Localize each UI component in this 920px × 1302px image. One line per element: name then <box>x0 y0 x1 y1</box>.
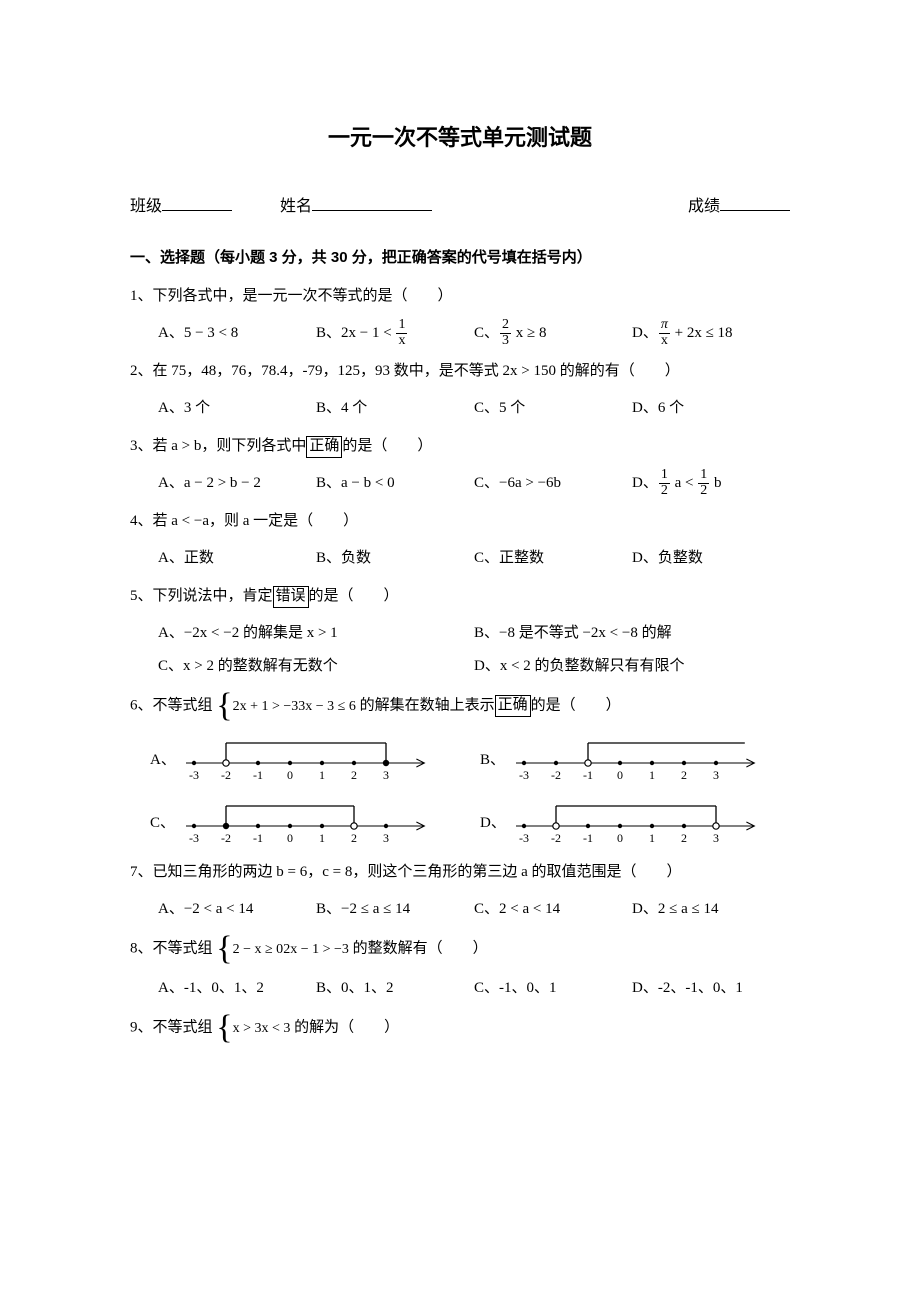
q3-A: A、a − 2 > b − 2 <box>158 467 316 500</box>
svg-text:-1: -1 <box>253 768 263 782</box>
q8-stem: 8、不等式组 {2 − x ≥ 02x − 1 > −3 的整数解有（ ） <box>130 932 790 966</box>
q1-C: C、23 x ≥ 8 <box>474 317 632 350</box>
q7-B: B、−2 ≤ a ≤ 14 <box>316 893 474 926</box>
q3-boxed: 正确 <box>306 436 342 458</box>
q1-options: A、5 − 3 < 8 B、2x − 1 < 1x C、23 x ≥ 8 D、π… <box>130 317 790 350</box>
q1-A: A、5 − 3 < 8 <box>158 317 316 350</box>
svg-text:0: 0 <box>617 831 623 845</box>
svg-text:-1: -1 <box>583 768 593 782</box>
q2-options: A、3 个 B、4 个 C、5 个 D、6 个 <box>130 392 790 425</box>
q6-label-A: A、 <box>150 748 176 769</box>
q6-row-CD: C、 -3 -2 -1 0 1 2 3 D、 -3 -2 -1 0 1 2 3 <box>150 794 790 849</box>
q1-D: D、πx + 2x ≤ 18 <box>632 317 790 350</box>
q2-C: C、5 个 <box>474 392 632 425</box>
q3-C: C、−6a > −6b <box>474 467 632 500</box>
q1-B: B、2x − 1 < 1x <box>316 317 474 350</box>
name-label: 姓名 <box>280 198 312 215</box>
q5-stem: 5、下列说法中，肯定错误的是（ ） <box>130 581 790 611</box>
score-blank <box>720 210 790 211</box>
svg-text:-1: -1 <box>253 831 263 845</box>
svg-text:-3: -3 <box>189 831 199 845</box>
q2-B: B、4 个 <box>316 392 474 425</box>
svg-text:3: 3 <box>383 831 389 845</box>
q6-label-C: C、 <box>150 811 176 832</box>
q8-D: D、-2、-1、0、1 <box>632 972 790 1005</box>
q2-A: A、3 个 <box>158 392 316 425</box>
svg-text:0: 0 <box>287 768 293 782</box>
svg-text:2: 2 <box>681 768 687 782</box>
q2-D: D、6 个 <box>632 392 790 425</box>
svg-text:3: 3 <box>383 768 389 782</box>
svg-text:1: 1 <box>649 831 655 845</box>
svg-text:-3: -3 <box>189 768 199 782</box>
q6-boxed: 正确 <box>495 695 531 717</box>
score-label: 成绩 <box>688 198 720 215</box>
q6-row-AB: A、 -3 -2 -1 0 1 2 3 B、 -3 -2 -1 0 1 2 3 <box>150 731 790 786</box>
q8-C: C、-1、0、1 <box>474 972 632 1005</box>
q4-A: A、正数 <box>158 542 316 575</box>
svg-text:-1: -1 <box>583 831 593 845</box>
q4-C: C、正整数 <box>474 542 632 575</box>
q8-options: A、-1、0、1、2 B、0、1、2 C、-1、0、1 D、-2、-1、0、1 <box>130 972 790 1005</box>
svg-text:3: 3 <box>713 768 719 782</box>
q3-B: B、a − b < 0 <box>316 467 474 500</box>
q7-options: A、−2 < a < 14 B、−2 ≤ a ≤ 14 C、2 < a < 14… <box>130 893 790 926</box>
name-blank <box>312 210 432 211</box>
svg-text:-3: -3 <box>519 768 529 782</box>
q2-stem: 2、在 75，48，76，78.4，-79，125，93 数中，是不等式 2x … <box>130 356 790 386</box>
q4-options: A、正数 B、负数 C、正整数 D、负整数 <box>130 542 790 575</box>
q9-stem: 9、不等式组 {x > 3x < 3 的解为（ ） <box>130 1011 790 1045</box>
section-1-heading: 一、选择题（每小题 3 分，共 30 分，把正确答案的代号填在括号内） <box>130 246 790 267</box>
svg-text:1: 1 <box>649 768 655 782</box>
svg-text:-2: -2 <box>221 831 231 845</box>
numberline-A: -3 -2 -1 0 1 2 3 <box>176 731 436 786</box>
numberline-B: -3 -2 -1 0 1 2 3 <box>506 731 766 786</box>
q5-options: A、−2x < −2 的解集是 x > 1 B、−8 是不等式 −2x < −8… <box>130 617 790 683</box>
q7-D: D、2 ≤ a ≤ 14 <box>632 893 790 926</box>
svg-text:-2: -2 <box>551 831 561 845</box>
svg-text:0: 0 <box>617 768 623 782</box>
svg-text:0: 0 <box>287 831 293 845</box>
q3-D: D、12 a < 12 b <box>632 467 790 500</box>
page-title: 一元一次不等式单元测试题 <box>130 120 790 152</box>
q6-label-B: B、 <box>480 748 506 769</box>
svg-text:1: 1 <box>319 768 325 782</box>
q3-options: A、a − 2 > b − 2 B、a − b < 0 C、−6a > −6b … <box>130 467 790 500</box>
svg-text:2: 2 <box>351 768 357 782</box>
q7-C: C、2 < a < 14 <box>474 893 632 926</box>
svg-text:2: 2 <box>351 831 357 845</box>
q5-boxed: 错误 <box>273 586 309 608</box>
q5-B: B、−8 是不等式 −2x < −8 的解 <box>474 617 790 650</box>
q5-A: A、−2x < −2 的解集是 x > 1 <box>158 617 474 650</box>
q4-stem: 4、若 a < −a，则 a 一定是（ ） <box>130 506 790 536</box>
svg-text:2: 2 <box>681 831 687 845</box>
q3-stem: 3、若 a > b，则下列各式中正确的是（ ） <box>130 431 790 461</box>
class-blank <box>162 210 232 211</box>
q4-D: D、负整数 <box>632 542 790 575</box>
svg-text:-3: -3 <box>519 831 529 845</box>
svg-text:1: 1 <box>319 831 325 845</box>
q8-A: A、-1、0、1、2 <box>158 972 316 1005</box>
q7-A: A、−2 < a < 14 <box>158 893 316 926</box>
q7-stem: 7、已知三角形的两边 b = 6，c = 8，则这个三角形的第三边 a 的取值范… <box>130 857 790 887</box>
q5-D: D、x < 2 的负整数解只有有限个 <box>474 650 790 683</box>
q1-stem: 1、下列各式中，是一元一次不等式的是（ ） <box>130 281 790 311</box>
svg-text:-2: -2 <box>221 768 231 782</box>
svg-text:3: 3 <box>713 831 719 845</box>
q8-B: B、0、1、2 <box>316 972 474 1005</box>
q4-B: B、负数 <box>316 542 474 575</box>
q5-C: C、x > 2 的整数解有无数个 <box>158 650 474 683</box>
q6-stem: 6、不等式组 {2x + 1 > −33x − 3 ≤ 6 的解集在数轴上表示正… <box>130 689 790 723</box>
svg-text:-2: -2 <box>551 768 561 782</box>
numberline-C: -3 -2 -1 0 1 2 3 <box>176 794 436 849</box>
header-row: 班级 姓名 成绩 <box>130 192 790 216</box>
class-label: 班级 <box>130 198 162 215</box>
q6-label-D: D、 <box>480 811 506 832</box>
numberline-D: -3 -2 -1 0 1 2 3 <box>506 794 766 849</box>
